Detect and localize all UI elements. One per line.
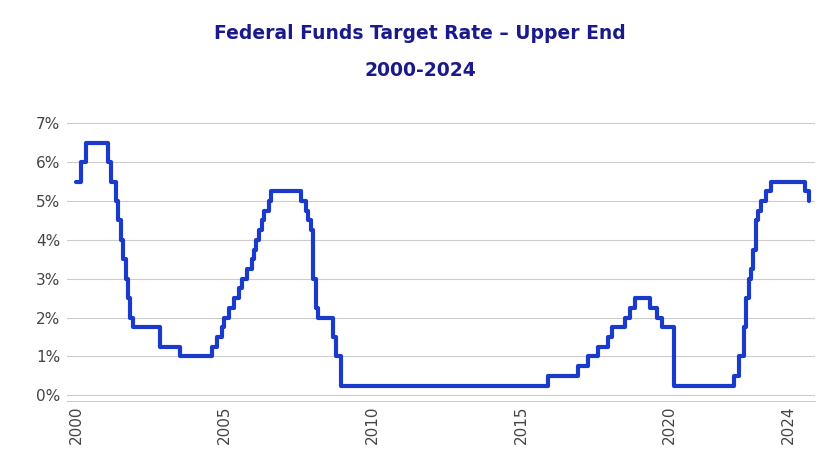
Text: Federal Funds Target Rate – Upper End: Federal Funds Target Rate – Upper End xyxy=(214,24,626,42)
Text: 2000-2024: 2000-2024 xyxy=(364,61,476,80)
